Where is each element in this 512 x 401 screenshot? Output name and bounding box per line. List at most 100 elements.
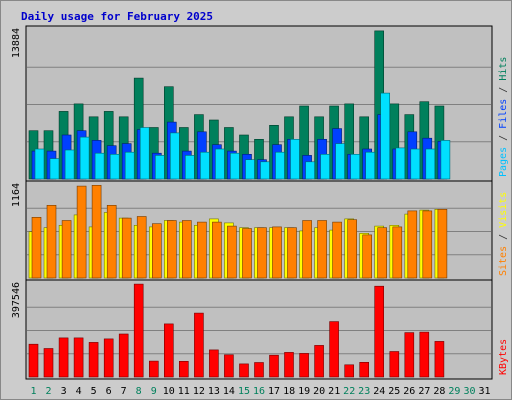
- day-label: 11: [178, 386, 190, 397]
- bar-sites-day-26: [407, 210, 418, 279]
- bar-kbytes-day-18: [284, 352, 294, 378]
- bar-kbytes-day-26: [404, 332, 415, 378]
- panel-hits-files-pages: 13884 Pages / Files / Hits: [11, 25, 509, 182]
- panel-visits-sites: 1164 Sites / Visits: [11, 180, 509, 281]
- bar-kbytes-day-3: [58, 337, 69, 378]
- bar-pages-day-1: [34, 148, 45, 180]
- bar-sites-day-13: [212, 221, 222, 279]
- bar-pages-day-15: [245, 159, 255, 180]
- bar-sites-day-7: [121, 217, 132, 279]
- axis-label-part: Sites: [498, 246, 509, 276]
- day-label: 30: [463, 386, 475, 397]
- day-label: 17: [268, 386, 280, 397]
- chart-title: Daily usage for February 2025: [21, 10, 213, 23]
- bar-pages-day-19: [305, 161, 315, 180]
- day-label: 3: [61, 386, 67, 397]
- bar-kbytes-day-23: [359, 361, 370, 378]
- day-label: 2: [45, 386, 51, 397]
- axis-label-part: Pages: [498, 147, 509, 177]
- day-label: 21: [328, 386, 340, 397]
- bar-pages-day-25: [395, 147, 406, 180]
- bar-pages-day-27: [425, 148, 436, 180]
- day-axis-labels: 1 2 3 4 5 6 7 8 9 10 11 12 13 14 15 16 17 18 19 20 21 22 23 24 2…: [30, 386, 490, 397]
- bar-kbytes-day-1: [28, 343, 39, 378]
- bar-kbytes-day-28: [434, 341, 445, 378]
- bar-kbytes-day-25: [389, 351, 400, 378]
- day-label: 14: [223, 386, 235, 397]
- bar-sites-day-9: [152, 223, 162, 279]
- axis-label-part: /: [498, 228, 509, 246]
- bar-kbytes-day-2: [43, 348, 54, 378]
- bar-sites-day-15: [242, 228, 252, 279]
- day-label: 6: [106, 386, 112, 397]
- day-label: 20: [313, 386, 325, 397]
- series-axis-label: Pages / Files / Hits: [498, 57, 509, 177]
- bar-kbytes-day-5: [88, 342, 99, 378]
- bar-pages-day-24: [380, 92, 391, 180]
- day-label: 10: [163, 386, 175, 397]
- bar-pages-day-14: [230, 152, 240, 180]
- axis-label-part: /: [498, 129, 509, 147]
- bar-sites-day-1: [31, 217, 42, 279]
- bar-sites-day-5: [91, 185, 102, 279]
- day-label: 31: [478, 386, 490, 397]
- bar-kbytes-day-22: [344, 364, 355, 378]
- bar-sites-day-18: [287, 227, 297, 279]
- bar-sites-day-20: [317, 220, 327, 279]
- day-label: 23: [358, 386, 370, 397]
- bar-pages-day-5: [94, 152, 105, 180]
- bar-kbytes-day-15: [239, 363, 249, 378]
- bar-pages-day-13: [215, 148, 225, 180]
- day-label: 26: [403, 386, 415, 397]
- bar-kbytes-day-8: [133, 283, 144, 378]
- bar-sites-day-11: [182, 220, 192, 279]
- axis-label-part: KBytes: [498, 339, 509, 375]
- bar-kbytes-day-10: [164, 323, 174, 378]
- bar-pages-day-10: [170, 132, 180, 180]
- day-label: 5: [91, 386, 97, 397]
- day-label: 28: [433, 386, 445, 397]
- day-label: 18: [283, 386, 295, 397]
- day-label: 12: [193, 386, 205, 397]
- bar-pages-day-4: [79, 136, 90, 180]
- day-label: 24: [373, 386, 385, 397]
- bar-pages-day-6: [109, 154, 120, 180]
- axis-label-part: Files: [498, 99, 509, 129]
- day-label: 4: [76, 386, 82, 397]
- bar-sites-day-25: [392, 226, 403, 279]
- day-label: 8: [136, 386, 142, 397]
- bar-kbytes-day-17: [269, 354, 279, 378]
- bar-pages-day-7: [124, 151, 135, 180]
- y-max-label: 13884: [11, 28, 22, 58]
- bar-kbytes-day-9: [149, 360, 159, 378]
- day-label: 13: [208, 386, 220, 397]
- day-label: 19: [298, 386, 310, 397]
- bar-kbytes-day-11: [179, 360, 189, 378]
- bar-kbytes-day-13: [209, 349, 219, 378]
- bar-kbytes-day-16: [254, 362, 264, 378]
- bar-kbytes-day-21: [329, 321, 339, 378]
- bar-sites-day-4: [76, 185, 87, 279]
- panel-kbytes: 397546 KBytes: [11, 279, 509, 380]
- axis-label-part: Hits: [498, 57, 509, 81]
- axis-label-part: /: [498, 81, 509, 99]
- bar-pages-day-16: [260, 161, 270, 180]
- bar-sites-day-22: [347, 219, 358, 279]
- day-label: 29: [448, 386, 460, 397]
- bar-pages-day-2: [49, 158, 60, 180]
- bar-sites-day-3: [61, 220, 72, 279]
- bar-sites-day-21: [332, 221, 342, 279]
- series-axis-label: Sites / Visits: [498, 192, 509, 276]
- day-label: 9: [151, 386, 157, 397]
- bar-pages-day-8: [139, 127, 150, 180]
- axis-label-part: Visits: [498, 192, 509, 228]
- bar-sites-day-23: [362, 234, 373, 279]
- bar-sites-day-14: [227, 225, 237, 279]
- bar-kbytes-day-24: [374, 285, 385, 378]
- bar-sites-day-19: [302, 220, 312, 279]
- bar-kbytes-day-6: [103, 338, 114, 378]
- day-label: 7: [121, 386, 127, 397]
- bar-kbytes-day-4: [73, 337, 84, 378]
